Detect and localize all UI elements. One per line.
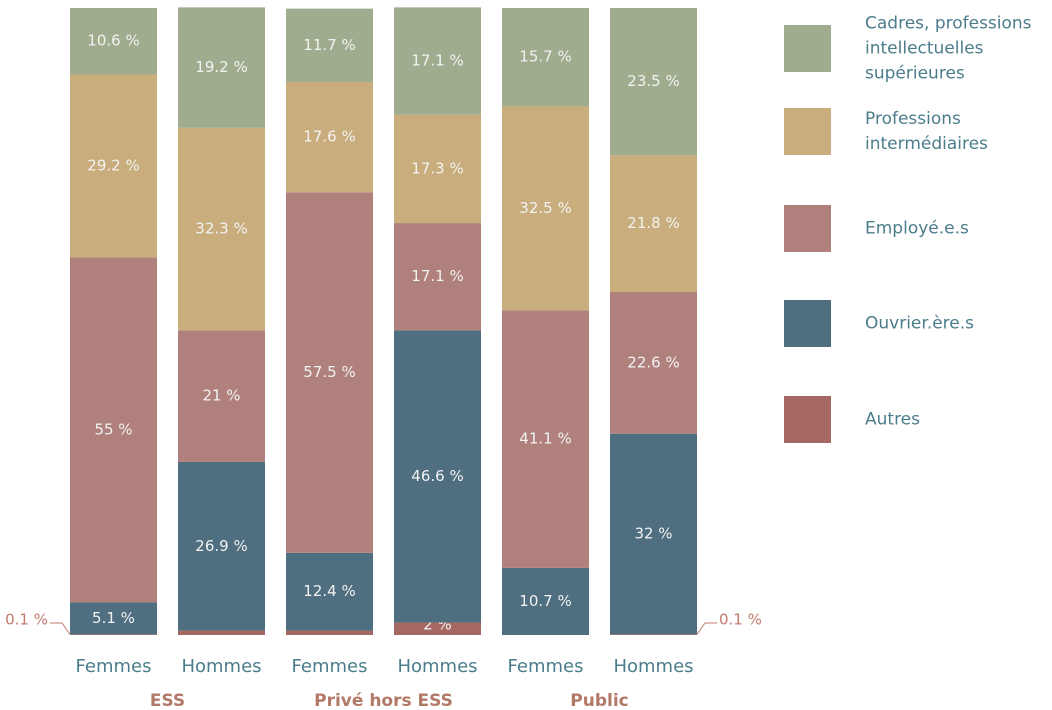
- bar-segment: [394, 330, 481, 623]
- bar-segment: [394, 7, 481, 115]
- legend-swatch: [784, 205, 831, 252]
- bar-segment: [610, 433, 697, 635]
- bar-segment: [286, 81, 373, 193]
- bar-segment: [70, 74, 157, 258]
- bar-segment: [178, 330, 265, 462]
- bar-segment: [502, 567, 589, 635]
- bar-segment: [502, 106, 589, 311]
- value-label: 17.1 %: [411, 267, 463, 285]
- bar-segment: [70, 602, 157, 635]
- legend-label: Employé.e.s: [865, 219, 969, 239]
- value-label: 41.1 %: [519, 430, 571, 448]
- bar-segment: [610, 292, 697, 434]
- leader-line: [50, 622, 71, 635]
- bar-segment: [178, 7, 265, 128]
- bar-segment: [610, 8, 697, 156]
- value-label: 32.3 %: [195, 220, 247, 238]
- value-label: 12.4 %: [303, 582, 355, 600]
- x-tick-label: Femmes: [508, 656, 584, 677]
- value-label: 10.7 %: [519, 592, 571, 610]
- bar-segment: [502, 8, 589, 107]
- bar-segment: [394, 223, 481, 331]
- leader-line: [696, 622, 717, 635]
- group-label: Public: [570, 691, 628, 710]
- value-label: 0.1 %: [5, 611, 48, 629]
- value-label: 21.8 %: [627, 214, 679, 232]
- x-tick-label: Hommes: [181, 656, 261, 677]
- x-tick-label: Hommes: [397, 656, 477, 677]
- value-label: 10.6 %: [87, 32, 139, 50]
- legend-swatch: [784, 396, 831, 443]
- value-label: 32 %: [634, 525, 672, 543]
- bar-segment: [70, 8, 157, 75]
- bar-segment: [178, 630, 265, 635]
- value-label: 32.5 %: [519, 199, 571, 217]
- value-label: 11.7 %: [303, 36, 355, 54]
- bar-segment: [178, 127, 265, 331]
- legend-label: Ouvrier.ère.s: [865, 314, 974, 334]
- value-label: 0.1 %: [719, 611, 762, 629]
- value-label: 17.1 %: [411, 51, 463, 69]
- value-label: 46.6 %: [411, 467, 463, 485]
- legend-swatch: [784, 108, 831, 155]
- value-label: 21 %: [202, 387, 240, 405]
- legend-swatch: [784, 25, 831, 72]
- bar-segment: [610, 155, 697, 293]
- legend-label: Professions intermédiaires: [865, 109, 988, 154]
- group-label: Privé hors ESS: [314, 691, 453, 710]
- bar-segment: [70, 634, 157, 635]
- value-label: 17.6 %: [303, 128, 355, 146]
- value-label: 17.3 %: [411, 159, 463, 177]
- legend-swatch: [784, 300, 831, 347]
- bar-segment: [178, 461, 265, 631]
- bar-segment: [286, 8, 373, 82]
- value-label: 26.9 %: [195, 537, 247, 555]
- x-tick-label: Femmes: [76, 656, 152, 677]
- x-tick-label: Hommes: [613, 656, 693, 677]
- value-label: 5.1 %: [92, 609, 135, 627]
- value-label: 23.5 %: [627, 72, 679, 90]
- value-label: 15.7 %: [519, 48, 571, 66]
- legend-label: Cadres, professions intellectuelles supé…: [865, 14, 1037, 84]
- value-label: 29.2 %: [87, 157, 139, 175]
- bar-segment: [70, 257, 157, 603]
- bar-segment: [502, 310, 589, 568]
- group-label: ESS: [150, 691, 185, 710]
- value-label: 22.6 %: [627, 353, 679, 371]
- value-label: 55 %: [94, 420, 132, 438]
- legend-label: Autres: [865, 410, 920, 430]
- bar-segment: [286, 192, 373, 553]
- bar-segment: [394, 622, 481, 635]
- value-label: 57.5 %: [303, 363, 355, 381]
- bar-segment: [610, 634, 697, 635]
- bar-segment: [394, 114, 481, 224]
- value-label: 19.2 %: [195, 58, 247, 76]
- bar-segment: [286, 552, 373, 631]
- x-tick-label: Femmes: [292, 656, 368, 677]
- bar-segment: [286, 630, 373, 635]
